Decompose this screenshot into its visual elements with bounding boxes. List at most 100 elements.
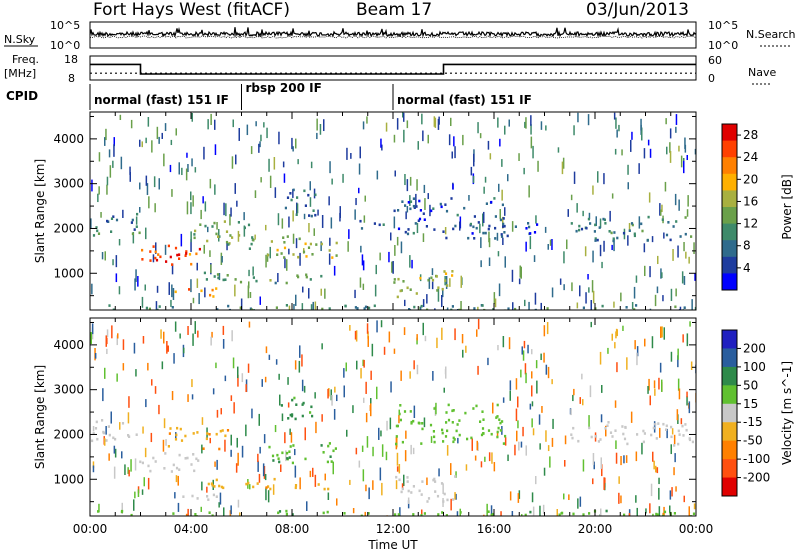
scatter-cell (403, 474, 405, 487)
scatter-cell (190, 191, 192, 201)
scatter-cell (416, 337, 418, 345)
echo-cell (409, 200, 413, 203)
echo-cell (493, 197, 496, 200)
scatter-cell (496, 432, 499, 438)
scatter-cell (582, 459, 585, 472)
scatter-cell (516, 430, 518, 442)
scatter-cell (679, 306, 682, 310)
scatter-cell (98, 503, 100, 513)
scatter-cell (269, 175, 272, 188)
scatter-cell (363, 359, 365, 368)
scatter-cell (388, 251, 390, 263)
scatter-cell (154, 386, 157, 394)
scatter-cell (104, 367, 106, 379)
scatter-cell (685, 251, 687, 259)
echo-cell (499, 429, 502, 432)
scatter-cell (348, 229, 350, 239)
scatter-cell (374, 284, 377, 297)
scatter-cell (415, 193, 417, 207)
scatter-cell (292, 146, 294, 152)
scatter-cell (284, 257, 286, 269)
echo-cell (190, 262, 193, 266)
echo-cell (500, 233, 503, 236)
scatter-cell (521, 514, 523, 516)
scatter-cell (557, 147, 560, 153)
echo-cell (207, 482, 210, 486)
echo-cell (446, 284, 449, 287)
echo-cell (691, 440, 694, 444)
scatter-cell (438, 468, 440, 477)
scatter-cell (289, 428, 291, 435)
scatter-cell (688, 506, 690, 516)
echo-cell (178, 453, 181, 457)
echo-cell (450, 308, 453, 310)
scatter-cell (237, 366, 239, 379)
scatter-cell (426, 294, 428, 304)
echo-cell (663, 510, 667, 514)
echo-cell (302, 401, 305, 405)
scatter-cell (423, 184, 426, 193)
echo-cell (154, 256, 157, 260)
echo-cell (110, 230, 113, 233)
echo-cell (580, 227, 584, 231)
echo-cell (360, 227, 364, 230)
echo-cell (473, 215, 476, 218)
scatter-cell (540, 121, 543, 130)
scatter-cell (541, 406, 543, 413)
scatter-cell (354, 289, 356, 299)
beam-label: Beam 17 (356, 0, 432, 20)
scatter-cell (635, 275, 638, 283)
echo-cell (285, 512, 288, 516)
scatter-cell (573, 125, 575, 136)
scatter-cell (91, 323, 94, 335)
scatter-cell (547, 445, 550, 452)
scatter-cell (196, 262, 198, 271)
scatter-cell (214, 184, 216, 195)
echo-cell (641, 229, 644, 233)
echo-cell (320, 242, 323, 246)
scatter-cell (509, 491, 512, 501)
scatter-cell (664, 181, 667, 192)
echo-cell (213, 275, 216, 278)
scatter-cell (577, 112, 579, 123)
scatter-cell (628, 223, 631, 231)
scatter-cell (489, 153, 492, 160)
scatter-cell (328, 253, 331, 265)
scatter-cell (603, 173, 605, 185)
scatter-cell (563, 251, 565, 264)
echo-cell (661, 218, 664, 221)
scatter-cell (441, 327, 443, 340)
echo-cell (328, 442, 331, 445)
scatter-cell (145, 227, 147, 240)
echo-cell (665, 233, 669, 237)
echo-cell (490, 432, 493, 436)
scatter-cell (163, 331, 165, 344)
echo-cell (410, 422, 413, 425)
scatter-cell (422, 322, 424, 336)
scatter-cell (545, 364, 548, 375)
scatter-cell (403, 112, 405, 122)
scatter-cell (273, 157, 276, 170)
echo-cell (496, 430, 499, 434)
scatter-cell (393, 216, 396, 229)
scatter-cell (319, 124, 322, 135)
echo-cell (685, 428, 688, 432)
scatter-cell (260, 134, 262, 142)
colorbar-segment (722, 173, 737, 191)
scatter-cell (294, 449, 296, 456)
echo-cell (503, 231, 506, 234)
scatter-cell (330, 217, 333, 229)
scatter-cell (232, 357, 235, 369)
scatter-cell (686, 396, 688, 406)
scatter-cell (234, 183, 236, 194)
echo-cell (294, 486, 297, 490)
scatter-cell (684, 144, 687, 153)
echo-cell (464, 411, 467, 415)
scatter-cell (674, 193, 677, 206)
echo-cell (482, 432, 485, 435)
scatter-cell (259, 446, 261, 454)
scatter-cell (194, 321, 196, 334)
scatter-cell (323, 119, 325, 132)
scatter-cell (128, 469, 130, 477)
echo-cell (220, 485, 223, 489)
